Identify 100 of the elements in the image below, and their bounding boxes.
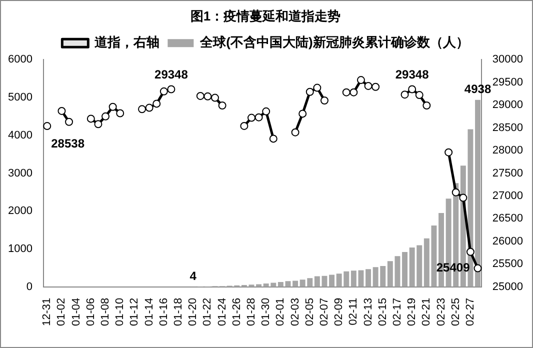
y-tick-label: 0 [26, 280, 32, 293]
point [94, 120, 102, 128]
y-tick-label: 1000 [8, 243, 32, 256]
x-tick-label: 01-24 [216, 298, 228, 326]
y2-tick-label: 25500 [492, 258, 524, 270]
point [160, 87, 168, 96]
data-label: 29348 [154, 68, 188, 82]
point [291, 128, 300, 136]
data-label: 29348 [395, 68, 430, 82]
bar [329, 274, 335, 287]
point [116, 109, 124, 118]
bar [256, 284, 262, 287]
y-tick-label: 4000 [8, 129, 32, 142]
y2-tick-label: 29500 [492, 76, 524, 88]
point [138, 105, 146, 114]
point [350, 88, 358, 96]
point [444, 148, 453, 156]
point [269, 134, 278, 143]
point [102, 112, 110, 120]
x-tick-label: 01-14 [143, 298, 156, 326]
x-tick-label: 02-25 [450, 298, 462, 326]
legend-label: 全球(不含中国大陆)新冠肺炎累计确诊数（人） [199, 34, 469, 50]
y2-tick-label: 26000 [492, 235, 524, 248]
point [356, 76, 365, 84]
point [452, 188, 460, 196]
point [218, 102, 226, 110]
x-tick-label: 02-11 [348, 298, 360, 326]
x-tick-label: 01-02 [56, 298, 68, 326]
x-tick-label: 01-10 [114, 298, 126, 326]
x-tick-label: 01-20 [187, 298, 200, 326]
y2-tick-label: 27000 [492, 190, 524, 202]
legend-label: 道指，右轴 [94, 34, 160, 50]
x-tick-label: 01-16 [158, 298, 170, 326]
point [400, 90, 409, 99]
point [167, 85, 176, 94]
point [408, 85, 416, 94]
y2-tick-label: 27500 [492, 167, 524, 180]
bar [402, 252, 408, 287]
point [65, 118, 74, 126]
x-tick-label: 01-04 [70, 298, 82, 326]
chart-title: 图1：疫情蔓延和道指走势 [190, 8, 341, 24]
point [204, 92, 212, 100]
y2-tick-label: 30000 [492, 54, 524, 66]
x-tick-label: 02-05 [304, 298, 316, 326]
x-tick-label: 01-12 [128, 298, 141, 326]
x-tick-label: 01-08 [100, 298, 112, 326]
y2-tick-label: 28500 [492, 122, 524, 134]
x-tick-label: 01-22 [202, 298, 214, 326]
y2-tick-label: 29000 [492, 99, 524, 112]
point [43, 122, 52, 130]
x-tick-label: 01-26 [230, 298, 243, 326]
point [320, 96, 328, 105]
point [58, 106, 66, 115]
point [240, 122, 248, 130]
point [466, 248, 474, 256]
data-label: 28538 [51, 136, 85, 150]
data-label: 25409 [436, 260, 470, 275]
point [364, 82, 372, 90]
y2-tick-label: 25000 [492, 280, 524, 293]
bar [366, 269, 372, 287]
bar [278, 282, 284, 287]
point [422, 102, 431, 110]
point [474, 264, 482, 272]
y-tick-label: 5000 [8, 92, 32, 104]
point [108, 102, 117, 111]
point [415, 91, 424, 100]
point [298, 110, 307, 118]
x-tick-label: 02-19 [406, 298, 418, 326]
data-label: 4938 [464, 82, 492, 96]
x-tick-label: 02-23 [435, 298, 448, 326]
point [145, 104, 154, 112]
point [254, 113, 263, 122]
x-tick-label: 01-18 [172, 298, 185, 326]
x-tick-label: 02-27 [464, 298, 476, 326]
x-tick-label: 02-15 [376, 298, 389, 326]
point [372, 82, 380, 91]
y2-tick-label: 28000 [492, 144, 524, 157]
y-tick-label: 6000 [8, 54, 32, 66]
y2-tick-label: 26500 [492, 212, 524, 225]
bar [475, 100, 480, 287]
x-tick-label: 12-31 [41, 298, 54, 326]
point [247, 114, 256, 122]
x-tick-label: 02-07 [318, 298, 331, 326]
x-tick-label: 01-28 [246, 298, 258, 326]
x-tick-label: 01-30 [260, 298, 272, 326]
point [152, 100, 161, 108]
y-tick-label: 3000 [8, 167, 32, 180]
y-tick-label: 2000 [8, 205, 32, 218]
point [459, 194, 468, 202]
point [306, 88, 314, 96]
data-label: 4 [190, 269, 197, 284]
x-tick-label: 02-17 [392, 298, 404, 326]
x-tick-label: 02-01 [274, 298, 287, 326]
bar [292, 280, 298, 287]
x-tick-label: 02-21 [420, 298, 433, 326]
point [342, 88, 350, 96]
point [313, 84, 322, 92]
x-tick-label: 02-13 [362, 298, 374, 326]
x-tick-label: 02-03 [289, 298, 302, 326]
point [196, 92, 204, 100]
